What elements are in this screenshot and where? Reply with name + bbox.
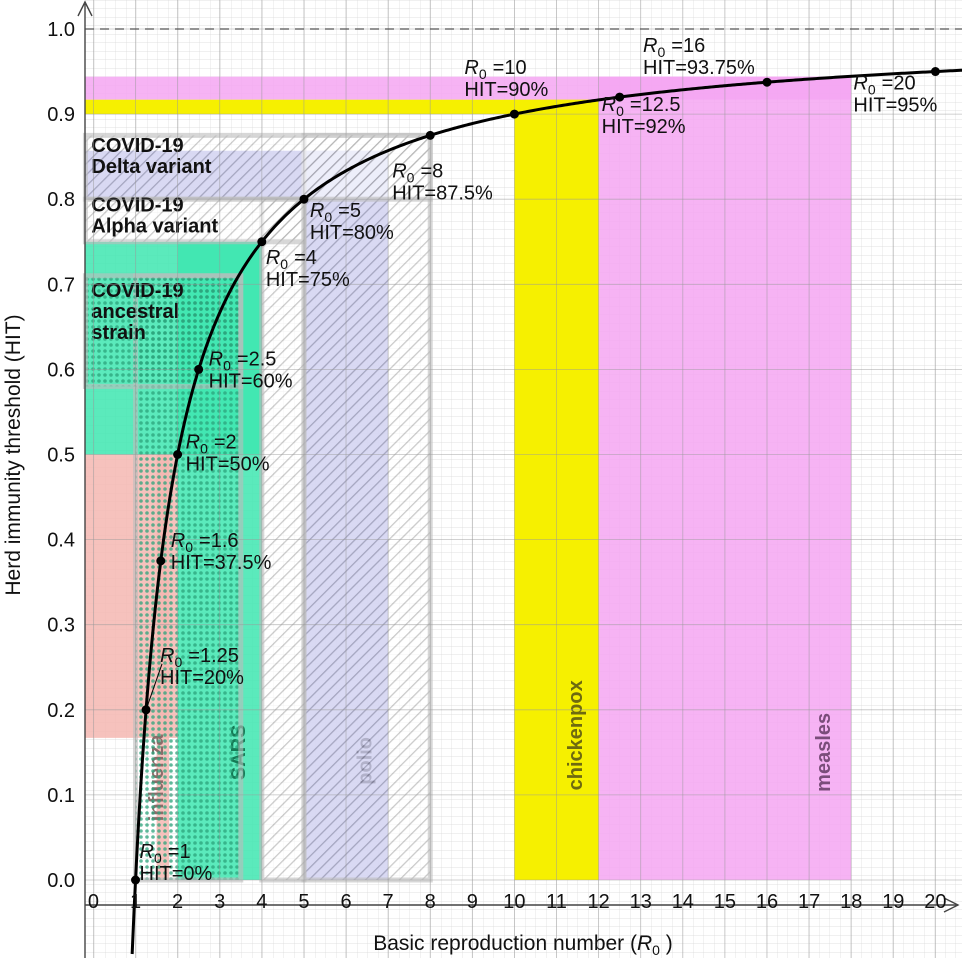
covid-ancestral-hit-band xyxy=(82,273,244,389)
y-tick-label: 0.2 xyxy=(47,700,75,722)
point-hit-label: HIT=87.5% xyxy=(392,182,493,204)
y-tick-label: 0.0 xyxy=(47,870,75,892)
point-r-label: R0 =10 xyxy=(464,57,526,82)
x-tick-label: 4 xyxy=(256,891,267,913)
x-tick-label: 0 xyxy=(88,891,99,913)
point-hit-label: HIT=75% xyxy=(266,269,350,291)
x-tick-label: 11 xyxy=(546,891,567,913)
point-r-label: R0 =4 xyxy=(266,247,317,272)
x-tick-label: 8 xyxy=(425,891,436,913)
x-tick-label: 13 xyxy=(630,891,652,913)
x-tick-label: 9 xyxy=(467,891,478,913)
curve-point xyxy=(509,109,519,119)
x-tick-label: 20 xyxy=(924,891,946,913)
y-tick-label: 0.8 xyxy=(47,189,75,211)
point-hit-label: HIT=60% xyxy=(209,370,293,392)
y-tick-label: 0.3 xyxy=(47,615,75,637)
hit-curve-line xyxy=(130,68,962,955)
y-tick-label: 0.4 xyxy=(47,530,75,552)
x-axis-title: Basic reproduction number (R0 ) xyxy=(373,932,673,958)
x-tick-label: 15 xyxy=(714,891,736,913)
x-tick-label: 16 xyxy=(756,891,778,913)
x-tick-label: 14 xyxy=(672,891,694,913)
y-tick-label: 0.9 xyxy=(47,104,75,126)
y-axis-title: Herd immunity threshold (HIT) xyxy=(2,314,25,595)
curve-point xyxy=(762,77,772,87)
covid-delta-hit-band xyxy=(82,132,433,202)
x-tick-label: 18 xyxy=(840,891,862,913)
point-hit-label: HIT=92% xyxy=(602,116,686,138)
point-r-label: R0 =1.25 xyxy=(160,645,239,670)
covid-strain-label: COVID-19 Alpha variant xyxy=(91,195,218,238)
x-tick-label: 1 xyxy=(130,891,141,913)
point-r-label: R0 =5 xyxy=(310,200,361,225)
hit-curve xyxy=(130,67,962,955)
x-axis-arrow xyxy=(943,897,960,913)
y-tick-label: 1.0 xyxy=(47,19,75,41)
point-hit-label: HIT=90% xyxy=(464,79,548,101)
point-r-label: R0 =2.5 xyxy=(209,348,277,373)
point-hit-label: HIT=0% xyxy=(140,863,213,885)
point-r-label: R0 =12.5 xyxy=(602,94,681,119)
y-tick-label: 0.7 xyxy=(47,274,75,296)
curve-point xyxy=(131,875,141,885)
disease-label-measles: measles xyxy=(813,713,835,792)
x-tick-label: 7 xyxy=(383,891,394,913)
leader-line xyxy=(145,663,163,710)
x-tick-label: 19 xyxy=(882,891,904,913)
curve-point xyxy=(615,92,625,102)
point-hit-label: HIT=50% xyxy=(186,454,270,476)
point-hit-label: HIT=37.5% xyxy=(171,552,272,574)
point-hit-label: HIT=95% xyxy=(853,95,937,117)
x-tick-label: 5 xyxy=(298,891,309,913)
grid-lines xyxy=(85,0,962,958)
curve-point xyxy=(257,237,267,247)
disease-label-chickenpox: chickenpox xyxy=(565,680,587,790)
point-hit-label: HIT=20% xyxy=(160,667,244,689)
y-tick-label: 0.6 xyxy=(47,359,75,381)
y-tick-label: 0.1 xyxy=(47,785,75,807)
point-r-label: R0 =1.6 xyxy=(171,530,239,555)
curve-point xyxy=(194,364,204,374)
x-tick-label: 3 xyxy=(214,891,225,913)
point-r-label: R0 =2 xyxy=(186,432,237,457)
curve-point xyxy=(156,556,166,566)
x-tick-label: 12 xyxy=(587,891,609,913)
point-hit-label: HIT=93.75% xyxy=(643,57,755,79)
point-r-label: R0 =16 xyxy=(643,35,705,60)
curve-point xyxy=(930,67,940,77)
x-tick-label: 10 xyxy=(503,891,525,913)
point-r-label: R0 =20 xyxy=(853,73,915,98)
point-hit-label: HIT=80% xyxy=(310,222,394,244)
y-axis-arrow xyxy=(77,0,93,17)
covid-delta-r-band xyxy=(301,132,433,883)
covid-strain-label: COVID-19 Delta variant xyxy=(91,135,211,178)
x-tick-label: 17 xyxy=(798,891,820,913)
region-chickenpox-hit-band xyxy=(85,99,599,115)
tick-labels: 0 1 2 3 4 5 6 7 8 9 10 11 12 13 14 15 16 17 18 19 200.00.10.… xyxy=(47,19,946,913)
x-tick-label: 2 xyxy=(172,891,183,913)
x-tick-label: 6 xyxy=(340,891,351,913)
point-r-label: R0 =8 xyxy=(392,160,443,185)
curve-point xyxy=(425,130,435,140)
y-tick-label: 0.5 xyxy=(47,445,75,467)
curve-point xyxy=(173,450,183,459)
curve-point xyxy=(299,194,309,204)
point-r-label: R0 =1 xyxy=(140,841,191,866)
